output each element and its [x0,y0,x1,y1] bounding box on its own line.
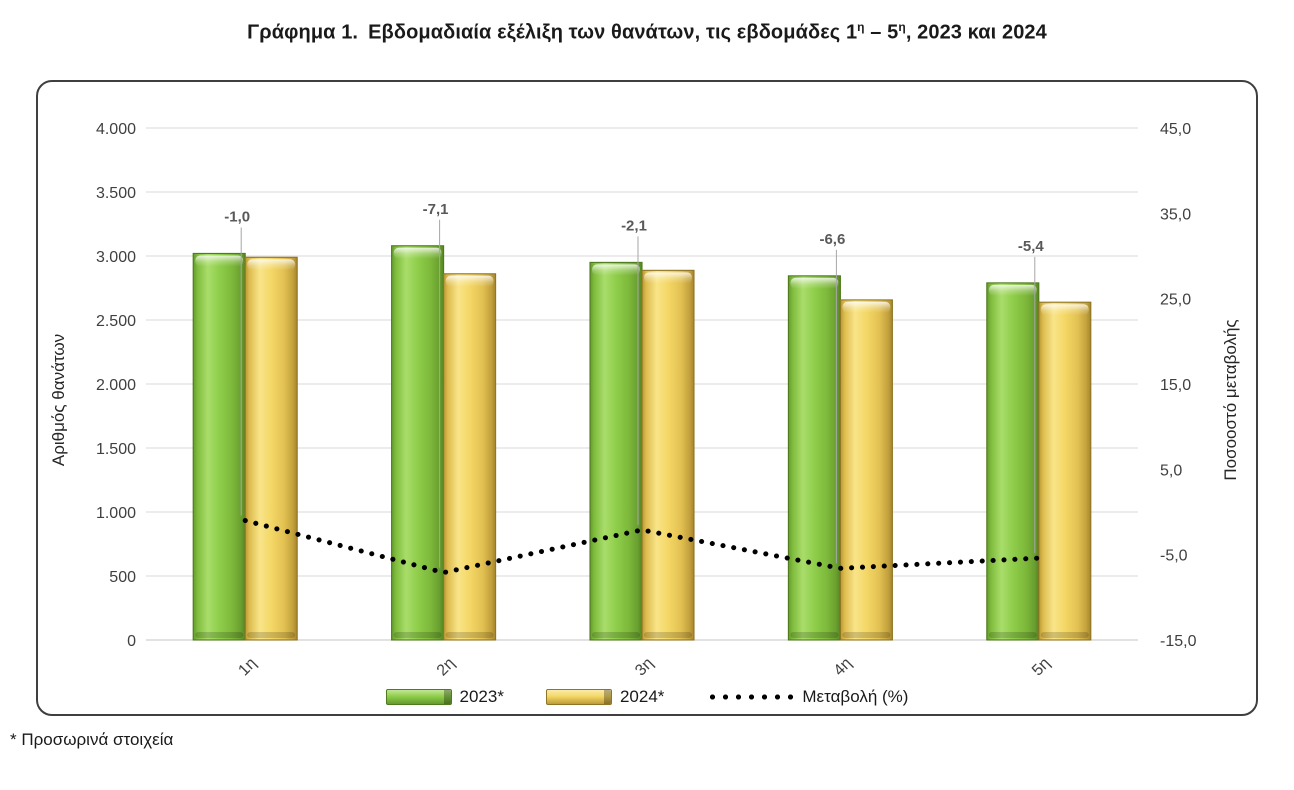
page-title: Γράφημα 1. Εβδομαδιαία εξέλιξη των θανάτω… [247,20,1047,44]
chart-frame: 4.000 3.500 3.000 2.500 2.000 1.500 1.000 500 0 4… [36,80,1258,716]
bar-2024-week-4 [839,299,893,641]
bar-2024-week-5 [1038,301,1092,641]
bar-2023-week-3 [589,261,643,641]
legend-item-change: Μεταβολή (%) [706,687,908,707]
right-axis-tick: -5,0 [1160,548,1188,565]
bar-2023-week-5 [986,282,1040,641]
change-data-label-week-1: -1,0 [224,208,250,225]
bar-2024-week-2 [443,273,497,641]
legend-label-change: Μεταβολή (%) [802,687,909,706]
left-axis-tick: 4.000 [96,121,136,138]
chart-legend: 2023* 2024* Μεταβολή (%) [38,683,1256,711]
right-axis-tick: 5,0 [1160,462,1182,479]
legend-swatch-2024 [545,689,612,705]
right-axis-tick: 35,0 [1160,206,1191,223]
category-label-week-3: 3η [632,655,657,680]
legend-swatch-change-dotted-line [706,693,795,701]
page-title-number: Γράφημα 1. [247,21,359,44]
left-axis-tick: 3.000 [96,249,136,266]
legend-item-2024: 2024* [545,687,665,707]
bar-2023-week-2 [391,245,445,641]
chart-canvas: 4.000 3.500 3.000 2.500 2.000 1.500 1.000 500 0 4… [49,121,1240,680]
change-dotted-line [242,518,1042,576]
legend-label-2023: 2023* [459,687,504,706]
bar-2024-week-3 [641,269,695,641]
left-axis-tick: 2.500 [96,313,136,330]
left-axis-tick: 2.000 [96,377,136,394]
right-axis-title: Ποσοοστό μεταβολής [1221,319,1240,480]
change-data-label-week-2: -7,1 [423,201,449,218]
footnote: * Προσωρινά στοιχεία [10,730,174,749]
bar-2023-week-1 [192,252,246,641]
left-axis-tick: 500 [109,569,136,586]
category-label-week-4: 4η [831,655,856,680]
right-axis-tick: 45,0 [1160,121,1191,138]
bar-2023-week-4 [787,275,841,641]
page-title-sup-1: η [857,20,865,34]
right-axis-tick: -15,0 [1160,633,1197,650]
left-axis-tick: 1.500 [96,441,136,458]
right-axis-tick: 15,0 [1160,377,1191,394]
change-data-label-week-5: -5,4 [1018,238,1045,255]
left-axis-tick: 0 [127,633,136,650]
right-axis-tick: 25,0 [1160,292,1191,309]
category-label-week-5: 5η [1029,655,1054,680]
page-title-text: Εβδομαδιαία εξέλιξη των θανάτων, τις εβδ… [368,21,858,44]
change-data-label-week-4: -6,6 [819,231,845,248]
left-axis-tick: 3.500 [96,185,136,202]
left-axis-title: Αριθμός θανάτων [49,334,68,466]
legend-label-2024: 2024* [619,687,665,706]
legend-item-2023: 2023* [385,687,504,707]
category-label-week-2: 2η [434,655,459,680]
left-axis-tick: 1.000 [96,505,136,522]
legend-swatch-2023 [385,689,452,705]
category-label-week-1: 1η [235,655,260,680]
change-data-label-week-3: -2,1 [621,217,647,234]
page-title-sup-2: η [898,20,906,34]
bar-2024-week-1 [244,256,298,641]
